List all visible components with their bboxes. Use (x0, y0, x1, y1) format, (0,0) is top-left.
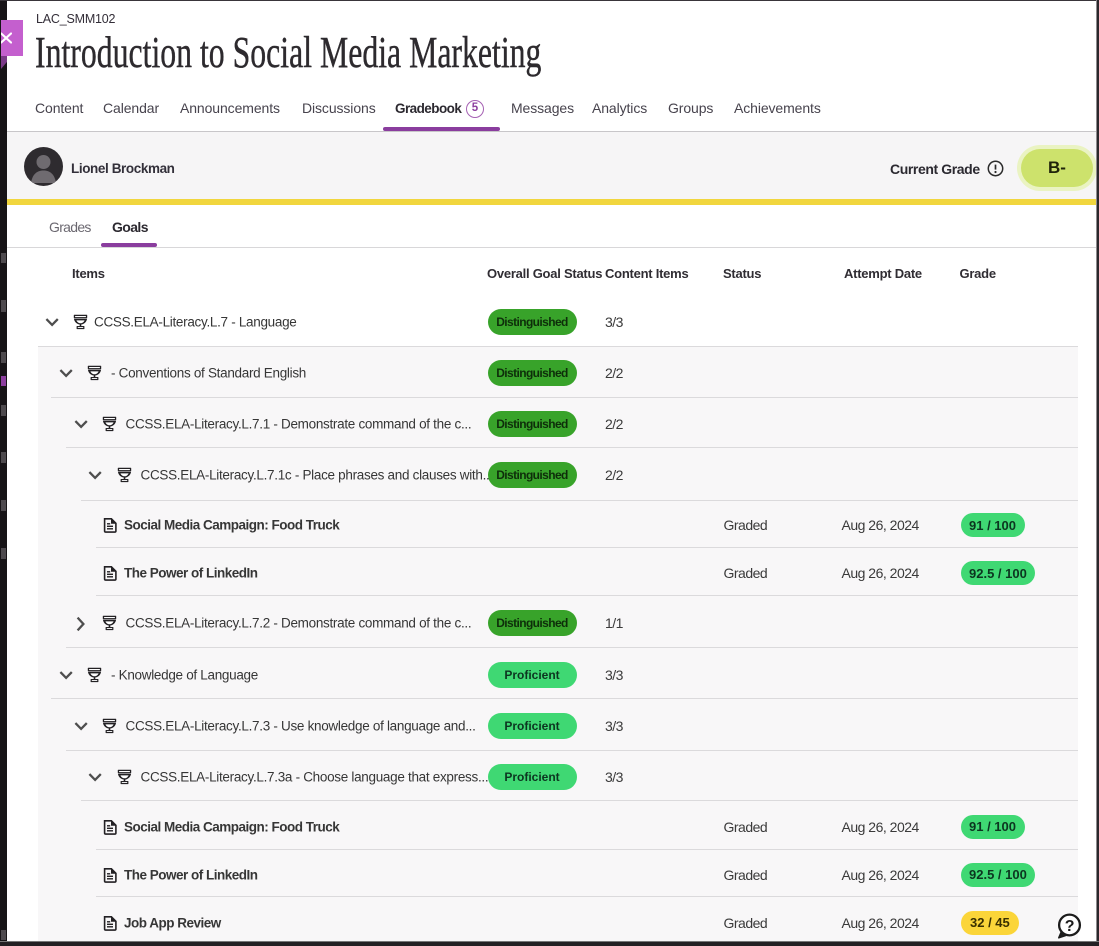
svg-text:?: ? (1065, 918, 1075, 935)
